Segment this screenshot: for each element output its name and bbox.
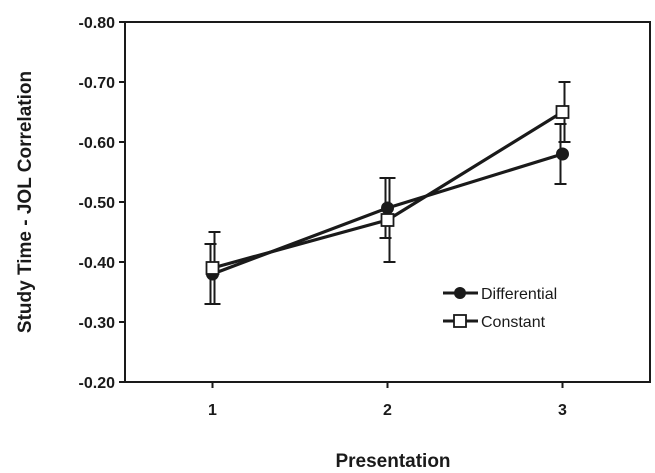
- x-axis-title: Presentation: [335, 451, 450, 472]
- y-tick-label: -0.60: [79, 135, 116, 152]
- legend-marker-differential: [454, 287, 466, 299]
- point-differential: [381, 201, 394, 215]
- y-tick-label: -0.70: [79, 75, 116, 92]
- legend-label-constant: Constant: [481, 314, 546, 331]
- y-axis: -0.20 -0.30 -0.40 -0.50 -0.60 -0.70 -0.80: [79, 15, 125, 392]
- legend: Differential Constant: [443, 286, 557, 331]
- y-tick-label: -0.20: [79, 375, 116, 392]
- legend-marker-constant: [453, 314, 467, 328]
- y-tick-label: -0.40: [79, 255, 116, 272]
- y-tick-label: -0.80: [79, 15, 116, 32]
- point-differential: [556, 147, 569, 161]
- y-tick-label: -0.50: [79, 195, 116, 212]
- point-constant: [380, 213, 395, 227]
- x-tick-label: 1: [208, 402, 217, 419]
- x-axis: 1 2 3: [208, 382, 567, 419]
- point-constant: [205, 261, 220, 275]
- series-layer: [204, 81, 571, 305]
- legend-label-differential: Differential: [481, 286, 557, 303]
- x-tick-label: 2: [383, 402, 392, 419]
- y-axis-title: Study Time - JOL Correlation: [15, 71, 36, 333]
- point-constant: [555, 105, 570, 119]
- y-tick-label: -0.30: [79, 315, 116, 332]
- series-line-constant: [212, 110, 564, 270]
- x-tick-label: 3: [558, 402, 567, 419]
